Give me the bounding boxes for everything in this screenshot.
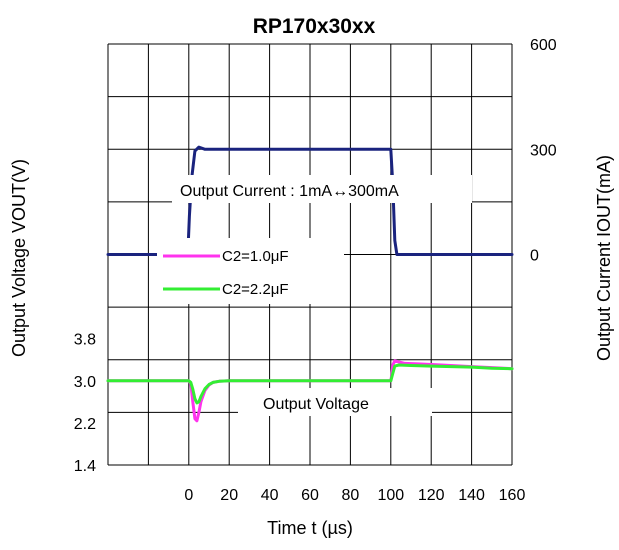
voltage-annotation: Output Voltage [263, 396, 369, 413]
y-right-tick-label-0: 0 [530, 248, 539, 265]
series-layer [106, 145, 514, 423]
y-left-tick-label-2: 3.0 [74, 374, 96, 391]
tick-labels: 0 20 40 60 80 100 120 140 160 1.4 2.2 3.0 3.8 0 300 600 [74, 37, 557, 504]
legend: C2=1.0μF C2=2.2μF [157, 238, 344, 304]
x-axis-label: Time t (µs) [267, 518, 353, 538]
current-annotation: Output Current : 1mA↔300mA [180, 183, 399, 200]
x-tick-label-5: 100 [377, 487, 404, 504]
y-axis-left-label: Output Voltage VOUT(V) [9, 159, 29, 357]
legend-label-c1: C2=1.0μF [222, 248, 289, 265]
x-tick-label-2: 40 [261, 487, 279, 504]
series-line-0 [106, 145, 514, 256]
series-line-2 [106, 363, 514, 405]
x-tick-label-0: 0 [184, 487, 193, 504]
x-tick-label-1: 20 [220, 487, 238, 504]
y-left-tick-label-1: 2.2 [74, 416, 96, 433]
voltage-annotation-bg [238, 388, 432, 416]
x-tick-label-8: 160 [499, 487, 526, 504]
legend-bg [157, 238, 344, 304]
x-tick-label-7: 140 [458, 487, 485, 504]
chart-title: RP170x30xx [253, 15, 376, 38]
x-tick-label-4: 80 [342, 487, 360, 504]
y-left-tick-label-0: 1.4 [74, 458, 96, 475]
x-tick-label-3: 60 [301, 487, 319, 504]
current-annotation-bg [172, 175, 472, 203]
y-left-tick-label-3: 3.8 [74, 332, 96, 349]
y-right-tick-label-2: 600 [530, 37, 557, 54]
y-axis-right-label: Output Current IOUT(mA) [594, 155, 614, 361]
legend-label-c2: C2=2.2μF [222, 281, 289, 298]
x-tick-label-6: 120 [418, 487, 445, 504]
y-right-tick-label-1: 300 [530, 142, 557, 159]
